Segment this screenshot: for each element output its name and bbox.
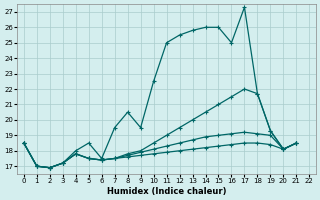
X-axis label: Humidex (Indice chaleur): Humidex (Indice chaleur): [107, 187, 226, 196]
